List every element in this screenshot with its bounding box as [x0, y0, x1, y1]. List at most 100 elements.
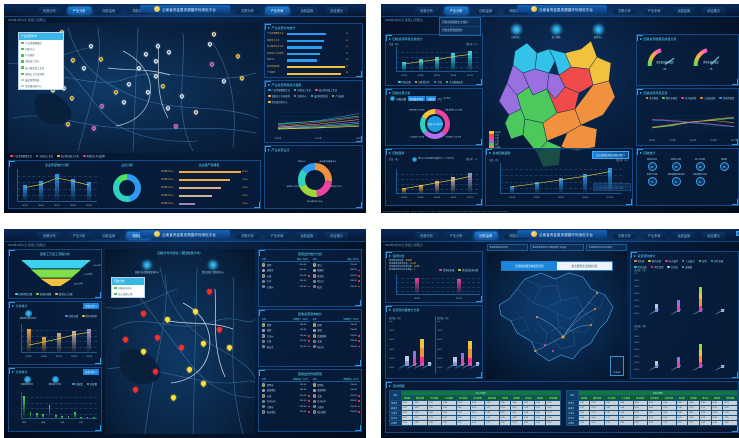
recycle-map[interactable]: 回收分布可视化（按回收量分布） [105, 249, 255, 434]
checkbox[interactable] [21, 48, 24, 51]
pie-slice[interactable] [316, 181, 332, 197]
legend-item[interactable]: 增长率趋势 [82, 314, 97, 318]
flow-tab[interactable]: 贵金属资源流向企业数量统计 流向量： [530, 244, 585, 251]
nav-right[interactable]: 决策分析产业布局运营监管综合展示 [613, 232, 725, 239]
map-node-badge[interactable]: 重点回收工程监管中心 [193, 261, 233, 274]
nav-tab[interactable]: 运营监管 [296, 7, 319, 14]
legend-item[interactable]: 产业园区 [332, 94, 345, 98]
legend-item[interactable]: 稀有金属 [648, 259, 661, 263]
legend-item[interactable]: 核心精深加工企业 [315, 88, 337, 92]
checkbox[interactable] [21, 85, 24, 88]
legend-item[interactable]: 企业数量变化 [446, 80, 463, 84]
checkbox[interactable] [21, 42, 24, 45]
nav-tab[interactable]: 决策分析 [236, 232, 259, 239]
pie-slice[interactable] [113, 179, 130, 202]
view-all-button[interactable]: 查看全部>> [83, 303, 99, 309]
legend-item[interactable]: 其他 [699, 259, 707, 263]
legend-item[interactable]: 其他资源类 [719, 96, 734, 100]
nav-tab[interactable]: 运营监管 [296, 232, 319, 239]
pie-slice[interactable] [315, 163, 332, 181]
checkbox[interactable] [21, 60, 24, 63]
flow-tabs[interactable]: 贵金属资源流向分析 贵金属资源流向企业数量统计 流向量： 贵金属资源流向企业数量… [487, 244, 627, 251]
nav-tab[interactable]: 资源分布 [38, 7, 61, 14]
flow-tab[interactable]: 贵金属资源流向分析 [487, 244, 528, 251]
legend-item[interactable]: 回收增长率 [415, 80, 430, 84]
nav-tab[interactable]: 产业分析 [68, 7, 91, 14]
legend-item[interactable]: 回收加工企业 [294, 88, 311, 92]
checkbox[interactable] [21, 73, 24, 76]
checkbox[interactable] [21, 79, 24, 82]
nav-tab[interactable]: 回收监管 [475, 232, 498, 239]
funnel-stage[interactable] [21, 260, 91, 268]
filter-row[interactable]: 加工处理工程 [112, 291, 144, 297]
legend-item[interactable]: 产值 [434, 80, 442, 84]
pie-slice[interactable] [300, 184, 318, 197]
recycle-badges[interactable]: 回收总量 资源循环利用 回收量 环比 20.8% [390, 96, 450, 101]
nav-tab[interactable]: 产业分析 [445, 232, 468, 239]
legend-item[interactable]: 有色金属 [711, 259, 724, 263]
legend-item[interactable]: 精深加工总量 [55, 292, 72, 296]
nav-tab[interactable]: 资源分布 [415, 232, 438, 239]
node-badge[interactable]: 回收物资分析 [15, 376, 39, 386]
nav-left[interactable]: 资源分布产业分析回收监管溯源追溯 [415, 232, 527, 239]
legend-item[interactable]: 稀有金属类 [662, 96, 677, 100]
node-badge[interactable]: 精深加工分析 [43, 376, 67, 386]
nav-tab[interactable]: 综合展示 [702, 7, 725, 14]
legend-item[interactable]: 资源品类流向量 [458, 268, 478, 272]
dropdown-item[interactable]: 回收资源数据企业维护 [440, 18, 480, 27]
nav-tab[interactable]: 综合展示 [325, 232, 348, 239]
legend-item[interactable]: 核心精深加工企业 [57, 154, 79, 158]
filter-list[interactable]: 回收分布中心加工处理工程 [112, 285, 144, 297]
legend-item[interactable]: 处理量 [87, 382, 97, 386]
nav-tab[interactable]: 运营监管 [673, 232, 696, 239]
nav-tab[interactable]: 资源分布 [38, 232, 61, 239]
legend-item[interactable]: 回收物资总量 [15, 292, 32, 296]
map-node-badge[interactable]: 回收分布资源量监管中心 [127, 261, 167, 274]
checkbox[interactable] [21, 54, 24, 57]
segmented-control[interactable]: 贵金属资源流向监管分析 重点监管企业流向分析 [501, 261, 613, 271]
filter-row[interactable]: 贵金属回收中心 [19, 83, 63, 89]
map-node-badge[interactable]: 加工基地 [547, 25, 565, 39]
map-filter-card[interactable]: 产业资源分布 产业资源聚集区回收中心产业园区冶炼加工企业核心精深加工企业省级以工… [18, 32, 64, 90]
flow-tab[interactable]: 贵金属资源流向企业数量： [586, 244, 627, 251]
nav-right[interactable]: 决策分析产业布局运营监管综合展示 [236, 7, 348, 14]
nav-tab[interactable]: 产业布局 [643, 7, 666, 14]
legend-item[interactable]: 省级加工中央部委 [83, 154, 105, 158]
flow-in-table[interactable]: 地区流入方统计贵金属稀有金属电子废料工业废渣再生资源有色金属黑色金属合金类废钢类… [389, 390, 561, 426]
pie-slice[interactable] [420, 117, 427, 134]
map-node-badge[interactable]: 监管中心 [589, 25, 607, 39]
legend-item[interactable]: 电子废料 [665, 259, 678, 263]
nav-tab[interactable]: 综合展示 [702, 232, 725, 239]
flow-out-table[interactable]: 地区流出方统计贵金属稀有金属电子废料工业废渣再生资源有色金属黑色金属合金类废钢类… [566, 390, 738, 426]
map-filter-card[interactable]: 回收分布 回收分布中心加工处理工程 [111, 277, 145, 298]
funnel-stage[interactable] [31, 269, 81, 277]
nav-tab[interactable]: 产业分析 [445, 7, 468, 14]
legend-item[interactable]: 产业资源聚集企业 [10, 154, 32, 158]
nav-left[interactable]: 资源分布产业分析回收监管溯源追溯 [38, 7, 150, 14]
node-badge[interactable]: 回收加工能力分析 [15, 310, 41, 320]
nav-left[interactable]: 资源分布产业分析回收监管溯源追溯 [415, 7, 527, 14]
legend-item[interactable]: 工业废渣类 [700, 96, 715, 100]
nav-tab[interactable]: 决策分析 [236, 7, 259, 14]
nav-tab[interactable]: 决策分析 [613, 232, 636, 239]
checkbox[interactable] [114, 287, 117, 290]
legend-item[interactable]: 回收总量 [65, 314, 78, 318]
nav-tab[interactable]: 产业布局 [266, 232, 289, 239]
legend-item[interactable]: 冶炼加工企业 [36, 154, 53, 158]
legend-item[interactable]: 废旧物资回收 [311, 94, 328, 98]
nav-dropdown[interactable]: 回收资源数据企业维护 回收监管数据维护 [439, 17, 481, 36]
china-map[interactable]: 南海诸岛 贵金属资源流向监管分析 重点监管企业流向分析 [487, 251, 627, 379]
